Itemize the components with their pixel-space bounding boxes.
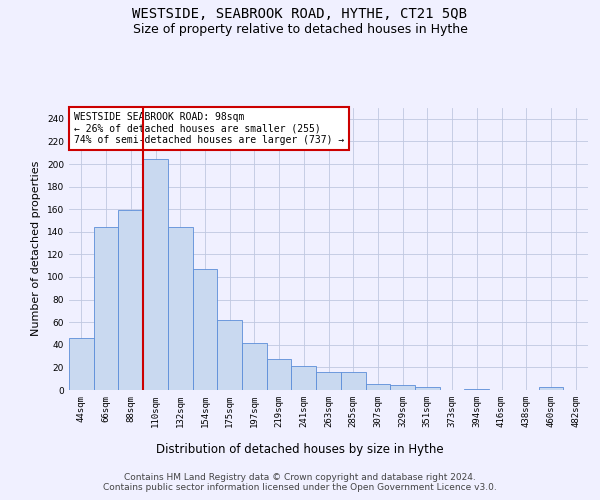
Bar	[341, 372, 365, 390]
Text: Size of property relative to detached houses in Hythe: Size of property relative to detached ho…	[133, 22, 467, 36]
Bar	[193, 269, 217, 390]
Text: WESTSIDE SEABROOK ROAD: 98sqm
← 26% of detached houses are smaller (255)
74% of : WESTSIDE SEABROOK ROAD: 98sqm ← 26% of d…	[74, 112, 344, 145]
Bar	[118, 210, 143, 390]
Bar	[143, 160, 168, 390]
Y-axis label: Number of detached properties: Number of detached properties	[31, 161, 41, 336]
Bar	[292, 366, 316, 390]
Bar	[69, 338, 94, 390]
Text: Distribution of detached houses by size in Hythe: Distribution of detached houses by size …	[156, 442, 444, 456]
Bar	[415, 386, 440, 390]
Text: Contains HM Land Registry data © Crown copyright and database right 2024.
Contai: Contains HM Land Registry data © Crown c…	[103, 472, 497, 492]
Bar	[94, 228, 118, 390]
Bar	[539, 386, 563, 390]
Bar	[242, 342, 267, 390]
Text: WESTSIDE, SEABROOK ROAD, HYTHE, CT21 5QB: WESTSIDE, SEABROOK ROAD, HYTHE, CT21 5QB	[133, 8, 467, 22]
Bar	[365, 384, 390, 390]
Bar	[316, 372, 341, 390]
Bar	[267, 360, 292, 390]
Bar	[217, 320, 242, 390]
Bar	[390, 386, 415, 390]
Bar	[464, 389, 489, 390]
Bar	[168, 228, 193, 390]
